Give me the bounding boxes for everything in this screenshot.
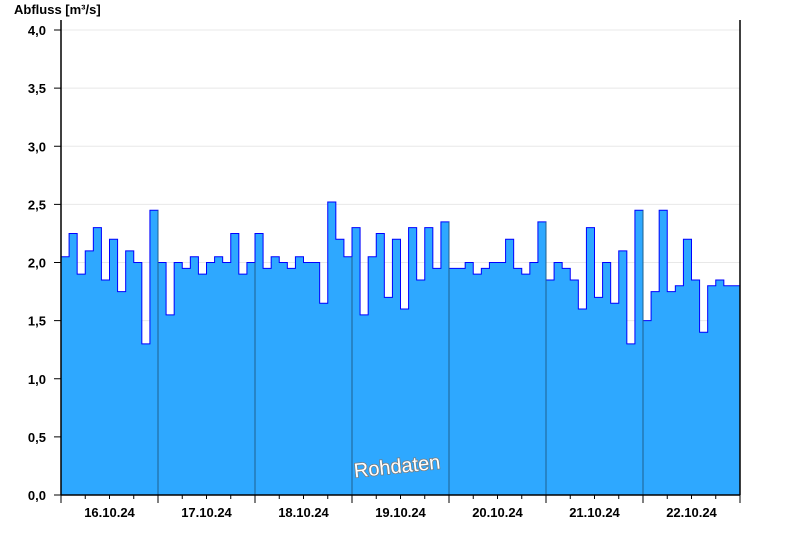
y-tick-label: 0,0 (28, 488, 46, 503)
x-tick-label: 16.10.24 (84, 505, 135, 520)
series-line (61, 201, 740, 345)
y-tick-label: 2,0 (28, 256, 46, 271)
x-ticks: 16.10.24 17.10.24 18.10.24 19.10.24 20.10.24… (60, 495, 741, 520)
y-axis-label: Abfluss [m³/s] (14, 2, 101, 17)
y-tick-label: 4,0 (28, 23, 46, 38)
data-area (61, 201, 740, 496)
y-tick-label: 0,5 (28, 430, 46, 445)
x-tick-label: 22.10.24 (666, 505, 717, 520)
x-tick-label: 19.10.24 (375, 505, 426, 520)
y-tick-label: 1,0 (28, 372, 46, 387)
x-tick-label: 17.10.24 (181, 505, 232, 520)
x-tick-label: 21.10.24 (569, 505, 620, 520)
x-tick-label: 20.10.24 (472, 505, 523, 520)
y-ticks: 0,0 0,5 1,0 1,5 2,0 2,5 3,0 3,5 4,0 (28, 23, 61, 503)
y-tick-label: 3,0 (28, 139, 46, 154)
day-separators (157, 210, 644, 495)
y-tick-label: 2,5 (28, 197, 46, 212)
x-tick-label: 18.10.24 (278, 505, 329, 520)
y-tick-label: 3,5 (28, 81, 46, 96)
y-tick-label: 1,5 (28, 314, 46, 329)
